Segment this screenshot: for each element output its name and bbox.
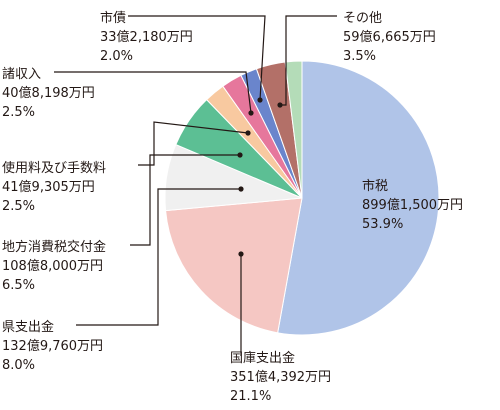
- label-name-6: 市債: [100, 10, 126, 26]
- leader-lines: [54, 15, 337, 356]
- label-amount-3: 108億8,000万円: [2, 258, 103, 274]
- label-name-2: 県支出金: [2, 319, 54, 335]
- leader-line-5: [54, 71, 252, 114]
- label-amount-4: 41億9,305万円: [2, 179, 95, 195]
- label-percent-7: 3.5%: [343, 49, 376, 64]
- label-name-5: 諸収入: [2, 66, 41, 82]
- leader-dot-7: [277, 102, 283, 108]
- label-percent-0: 53.9%: [362, 217, 403, 232]
- leader-dot-6: [257, 97, 263, 103]
- leader-line-4: [138, 121, 249, 166]
- leader-line-6: [128, 15, 266, 101]
- label-percent-5: 2.5%: [2, 105, 35, 120]
- label-amount-7: 59億6,665万円: [343, 29, 436, 45]
- leader-dot-2: [238, 186, 244, 192]
- leader-dot-5: [248, 110, 254, 116]
- label-percent-6: 2.0%: [100, 49, 133, 64]
- pie-slices: [164, 60, 440, 336]
- pie-slice-1: [165, 197, 303, 334]
- label-amount-6: 33億2,180万円: [100, 29, 193, 45]
- label-name-0: 市税: [362, 178, 388, 194]
- label-name-7: その他: [343, 11, 382, 26]
- leader-line-7: [280, 15, 337, 106]
- label-percent-4: 2.5%: [2, 199, 35, 214]
- pie-slice-extra: [284, 60, 303, 199]
- label-name-1: 国庫支出金: [230, 350, 295, 366]
- label-amount-5: 40億8,198万円: [2, 85, 95, 101]
- label-percent-1: 21.1%: [230, 389, 271, 404]
- leader-dot-4: [245, 130, 251, 136]
- pie-slice-0: [277, 60, 440, 336]
- label-percent-2: 8.0%: [2, 358, 35, 373]
- label-percent-3: 6.5%: [2, 278, 35, 293]
- slice-labels: 市税 899億1,500万円 53.9% 国庫支出金 351億4,392万円 21.1% 県…: [2, 10, 463, 404]
- label-amount-2: 132億9,760万円: [2, 338, 103, 354]
- leader-dot-1: [238, 251, 244, 257]
- leader-dot-3: [237, 152, 243, 158]
- label-name-3: 地方消費税交付金: [2, 239, 106, 255]
- label-amount-0: 899億1,500万円: [362, 197, 463, 213]
- leader-line-3: [130, 154, 240, 246]
- leader-line-2: [76, 188, 241, 326]
- label-amount-1: 351億4,392万円: [230, 369, 331, 385]
- label-name-4: 使用料及び手数料: [2, 160, 106, 176]
